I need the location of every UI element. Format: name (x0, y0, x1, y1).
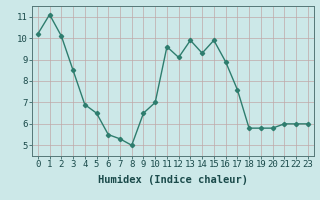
X-axis label: Humidex (Indice chaleur): Humidex (Indice chaleur) (98, 175, 248, 185)
